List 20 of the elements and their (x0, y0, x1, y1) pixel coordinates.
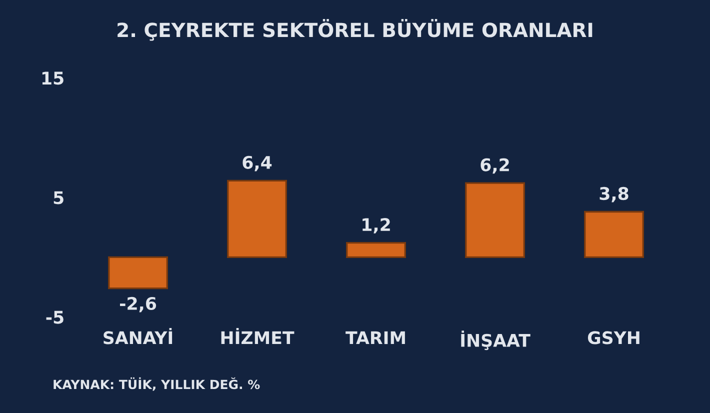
bar (108, 256, 168, 290)
chart-title: 2. ÇEYREKTE SEKTÖREL BÜYÜME ORANLARI (118, 19, 592, 41)
y-tick-label: 15 (42, 72, 64, 85)
x-tick-label: GSYH (588, 331, 640, 344)
x-tick-label: TARIM (346, 331, 405, 344)
x-tick-label: SANAYİ (104, 328, 172, 344)
data-label: 3,8 (600, 186, 628, 202)
data-label: 6,4 (242, 156, 272, 172)
x-tick-label: HİZMET (221, 328, 294, 344)
data-label: -2,6 (120, 296, 156, 312)
bar (465, 182, 525, 258)
bar (346, 242, 406, 258)
text: KAYNAK: TÜİK, YILLIK DEĞ. % (54, 377, 260, 391)
data-label: 6,2 (480, 158, 509, 174)
bar (227, 180, 288, 258)
bar (584, 210, 644, 258)
y-tick-label: 5 (54, 191, 64, 204)
y-tick-label: -5 (46, 310, 64, 324)
data-label: 1,2 (362, 218, 390, 234)
x-tick-label: İNŞAAT (461, 330, 530, 350)
